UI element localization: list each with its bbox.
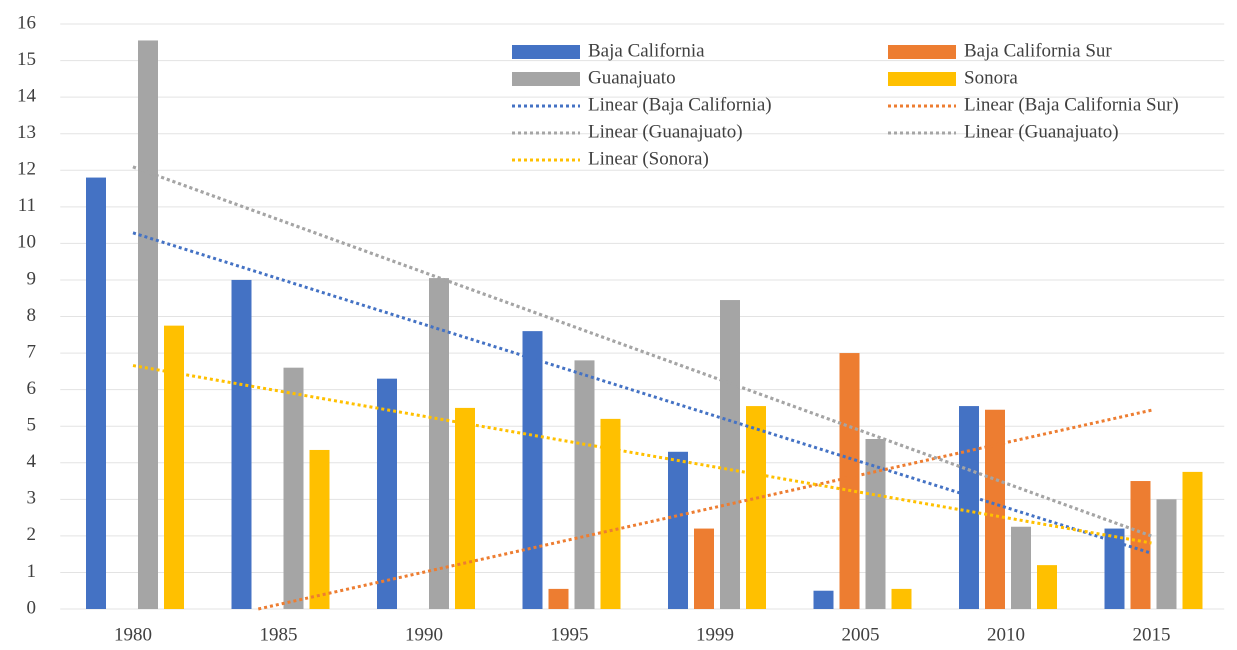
bar [600,418,621,609]
bar [746,406,766,609]
bar [548,588,569,609]
bar [377,378,397,609]
legend-label: Baja California [588,40,705,61]
legend-label: Sonora [964,67,1018,88]
bar [522,331,543,609]
trendline [132,165,1153,538]
trendline [257,408,1152,611]
y-tick-label: 12 [17,159,36,180]
y-tick-label: 0 [27,597,37,618]
bar [720,300,740,609]
bar [429,278,449,609]
x-tick-label: 1990 [405,624,443,645]
x-tick-label: 1980 [114,624,152,645]
bar [1182,471,1203,609]
bar [959,406,979,609]
bar [1156,499,1177,609]
x-tick-label: 1999 [696,624,734,645]
bar [455,407,475,609]
y-tick-label: 5 [27,415,37,436]
legend-label: Linear (Sonora) [588,148,709,169]
bar [1130,481,1151,609]
y-tick-label: 4 [27,451,37,472]
legend-label: Baja California Sur [964,40,1112,61]
bar [283,367,304,609]
bar [1104,528,1125,609]
y-tick-label: 10 [17,232,36,253]
bar [138,40,158,609]
x-tick-label: 2015 [1133,624,1171,645]
legend-label: Linear (Guanajuato) [964,121,1119,142]
y-tick-label: 9 [27,268,37,289]
bar [1011,526,1031,609]
legend-label: Linear (Guanajuato) [588,121,743,142]
trendline [132,364,1152,545]
legend-label: Linear (Baja California) [588,94,772,115]
bar [891,588,912,609]
x-tick-label: 2005 [842,624,880,645]
y-tick-label: 15 [17,49,36,70]
y-tick-label: 16 [17,12,36,33]
y-tick-label: 1 [27,561,37,582]
trendline [132,231,1152,555]
bar [86,177,106,609]
bar [1037,565,1057,609]
bar [694,528,714,609]
legend-swatch [512,45,580,59]
bar [813,590,834,609]
x-tick-label: 2010 [987,624,1025,645]
y-tick-label: 8 [27,305,37,326]
legend-swatch [888,45,956,59]
legend-label: Linear (Baja California Sur) [964,94,1179,115]
y-tick-label: 7 [27,341,37,362]
legend-label: Guanajuato [588,67,676,88]
y-tick-label: 14 [17,85,37,106]
bar [309,449,330,609]
bar [231,279,252,609]
bar [865,438,886,609]
bar [164,325,184,609]
x-tick-label: 1995 [551,624,589,645]
y-tick-label: 6 [27,378,37,399]
bar [839,353,860,609]
y-tick-label: 2 [27,524,37,545]
legend-swatch [888,72,956,86]
bar [574,360,595,609]
y-tick-label: 13 [17,122,36,143]
y-tick-label: 3 [27,488,37,509]
legend-swatch [512,72,580,86]
y-tick-label: 11 [18,195,36,216]
x-tick-label: 1985 [260,624,298,645]
bar [668,451,688,609]
bar [985,409,1005,609]
